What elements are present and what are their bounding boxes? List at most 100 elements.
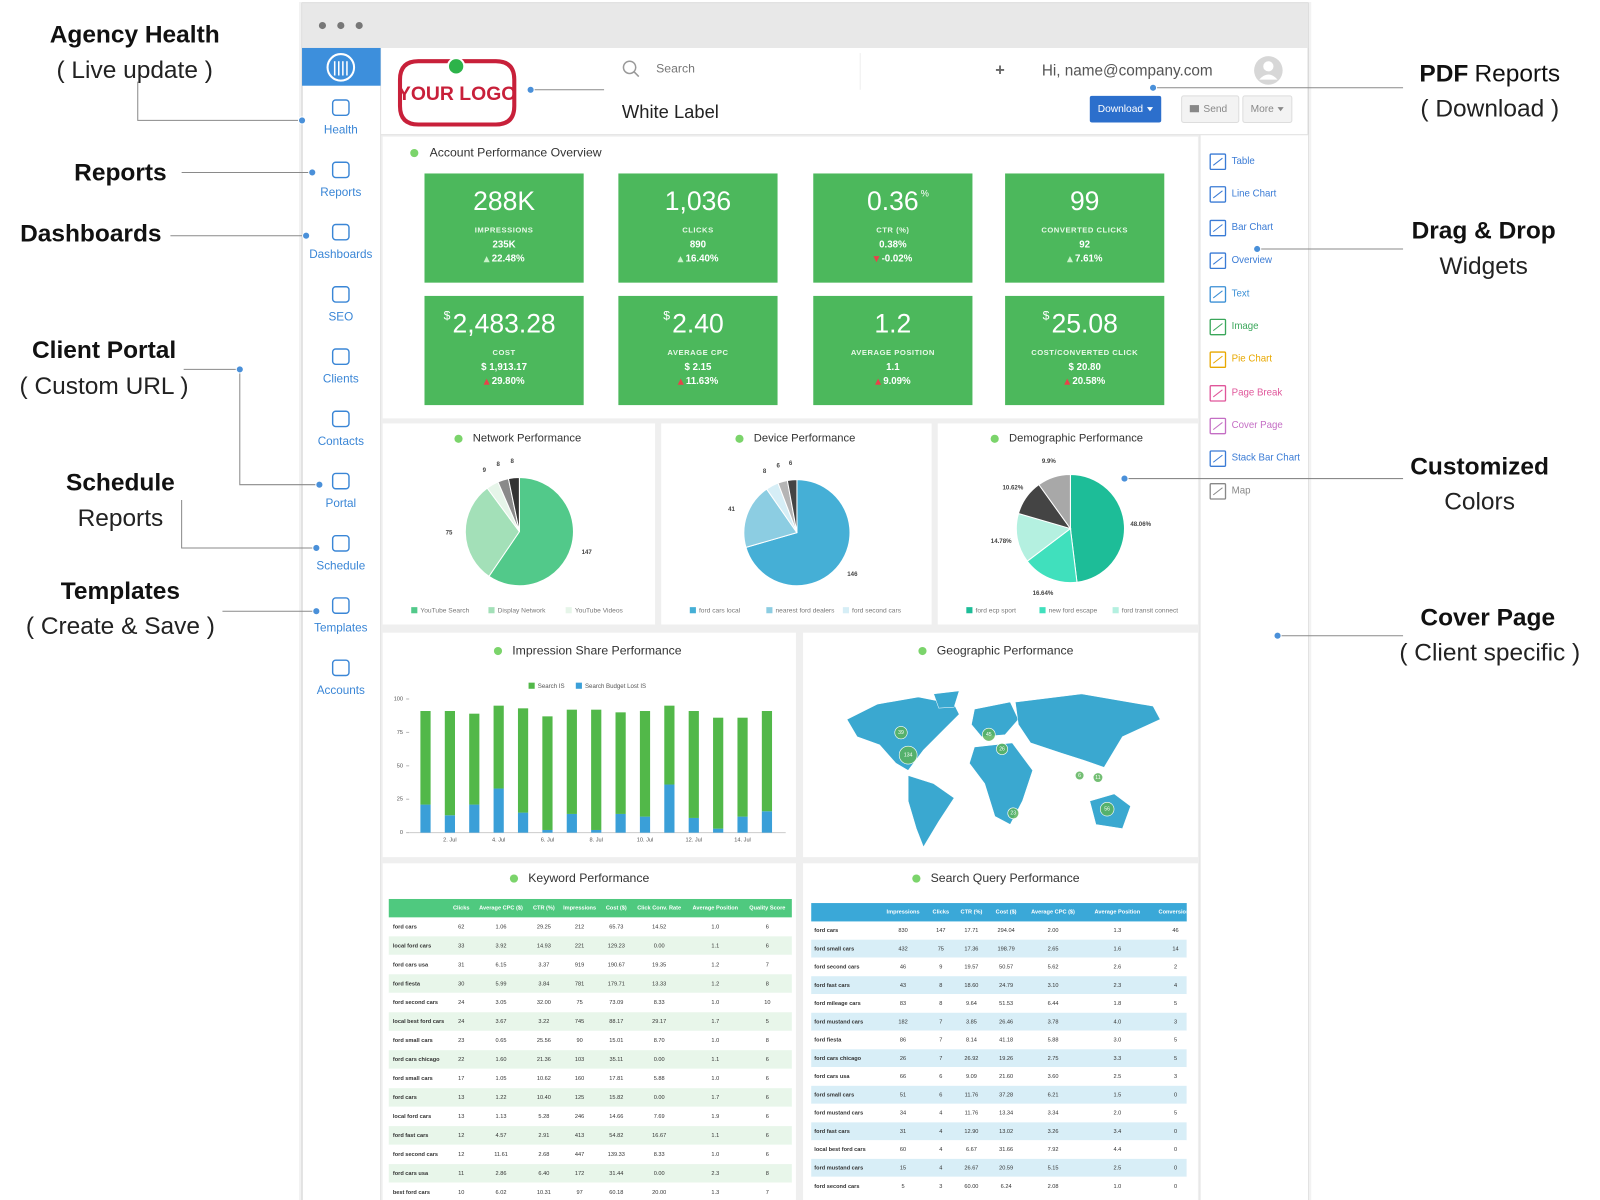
logo-text: YOUR LOGO xyxy=(398,83,516,105)
widget-icon[interactable] xyxy=(1209,385,1227,402)
header-button[interactable]: More xyxy=(1242,95,1293,123)
table-cell: 2.00 xyxy=(1048,928,1059,934)
table-cell: 5.88 xyxy=(1048,1038,1059,1044)
sidebar-item[interactable]: Templates xyxy=(314,597,368,635)
sidebar-item[interactable]: Reports xyxy=(320,161,361,199)
sidebar-label[interactable]: Schedule xyxy=(316,559,365,572)
table-cell: 1.13 xyxy=(496,1114,507,1120)
sidebar-label[interactable]: Accounts xyxy=(317,684,365,697)
table-cell: 33 xyxy=(458,943,464,949)
slice-label: 9 xyxy=(483,467,487,474)
callout-line xyxy=(181,499,317,549)
table-cell: 1.2 xyxy=(711,981,719,987)
sidebar-icon[interactable] xyxy=(331,223,350,241)
table-cell: 1.0 xyxy=(711,924,719,930)
button-bg[interactable] xyxy=(1181,95,1240,123)
callout-line xyxy=(183,368,320,486)
sidebar-icon[interactable] xyxy=(331,472,350,490)
button-bg[interactable] xyxy=(1089,95,1162,123)
button-label[interactable]: More xyxy=(1251,104,1275,115)
sidebar-label[interactable]: Clients xyxy=(323,373,359,386)
sidebar-label[interactable]: Health xyxy=(324,124,358,137)
sidebar-item[interactable]: Contacts xyxy=(318,410,364,448)
widget-icon[interactable] xyxy=(1209,219,1227,237)
widget-icon[interactable] xyxy=(1209,351,1227,369)
widget-item[interactable]: Table xyxy=(1209,153,1255,171)
land xyxy=(969,742,1033,825)
sidebar-label[interactable]: SEO xyxy=(328,310,353,323)
button-label[interactable]: Send xyxy=(1203,104,1227,115)
header-button[interactable]: Send xyxy=(1181,95,1240,123)
sidebar-icon[interactable] xyxy=(331,286,350,303)
sidebar-item[interactable]: Clients xyxy=(323,348,359,386)
widget-label[interactable]: Line Chart xyxy=(1232,188,1277,199)
widget-label[interactable]: Table xyxy=(1232,156,1255,167)
widget-label[interactable]: Bar Chart xyxy=(1232,222,1274,233)
sidebar-icon[interactable] xyxy=(331,597,350,614)
header-button[interactable]: Download xyxy=(1089,95,1162,123)
annotation-title: Drag & Drop xyxy=(1412,218,1556,245)
widget-label[interactable]: Image xyxy=(1232,321,1259,332)
widget-item[interactable]: Bar Chart xyxy=(1209,219,1274,237)
add-button[interactable]: + xyxy=(995,62,1005,80)
sidebar-item[interactable]: Portal xyxy=(326,472,357,510)
widget-icon[interactable] xyxy=(1209,483,1227,500)
sidebar-icon[interactable] xyxy=(331,534,350,552)
sidebar-item[interactable]: Schedule xyxy=(316,534,365,573)
table-cell: ford cars xyxy=(393,1095,417,1101)
widget-label[interactable]: Pie Chart xyxy=(1232,354,1273,365)
widget-label[interactable]: Cover Page xyxy=(1232,420,1283,431)
table-cell: 3 xyxy=(1174,1019,1177,1025)
widget-icon[interactable] xyxy=(1209,153,1227,171)
widget-icon[interactable] xyxy=(1209,417,1227,435)
sidebar-label[interactable]: Reports xyxy=(320,186,361,199)
table-cell: 5 xyxy=(1174,1111,1177,1117)
sidebar-icon[interactable] xyxy=(331,348,350,365)
sidebar-item[interactable]: SEO xyxy=(328,286,353,324)
sidebar-item[interactable]: Accounts xyxy=(317,659,365,697)
table-cell: ford mustand cars xyxy=(814,1165,863,1171)
widget-icon[interactable] xyxy=(1209,318,1227,336)
widget-item[interactable]: Text xyxy=(1209,286,1250,303)
legend-swatch xyxy=(575,682,582,689)
sidebar-icon[interactable] xyxy=(331,410,350,428)
widget-icon[interactable] xyxy=(1209,186,1227,203)
widget-item[interactable]: Image xyxy=(1209,318,1259,336)
widget-item[interactable]: Stack Bar Chart xyxy=(1209,450,1301,467)
sidebar-label[interactable]: Dashboards xyxy=(309,248,372,261)
widget-item[interactable]: Cover Page xyxy=(1209,417,1283,435)
widget-label[interactable]: Map xyxy=(1232,485,1251,496)
sidebar-label[interactable]: Templates xyxy=(314,622,368,635)
sidebar-label[interactable]: Portal xyxy=(326,497,357,510)
widget-label[interactable]: Text xyxy=(1232,288,1250,299)
sidebar-icon[interactable] xyxy=(331,161,350,179)
search-input[interactable]: Search xyxy=(656,62,695,76)
sidebar-item[interactable]: Dashboards xyxy=(309,223,373,261)
table-cell: 11.76 xyxy=(965,1111,979,1117)
widget-label[interactable]: Page Break xyxy=(1232,387,1283,398)
sidebar-item[interactable]: Health xyxy=(324,99,358,137)
table-cell: 3.05 xyxy=(496,1000,507,1006)
map-bubble xyxy=(1092,772,1104,783)
table-cell: 10.40 xyxy=(537,1095,551,1101)
sidebar-label[interactable]: Contacts xyxy=(318,435,364,448)
widget-icon[interactable] xyxy=(1209,286,1227,303)
button-bg[interactable] xyxy=(1242,95,1293,123)
widget-label[interactable]: Overview xyxy=(1232,255,1273,266)
widget-label[interactable]: Stack Bar Chart xyxy=(1232,453,1301,464)
row-stripe xyxy=(388,1012,792,1032)
map-bubble xyxy=(898,745,918,765)
x-tick-label: 8. Jul xyxy=(590,837,603,843)
widget-item[interactable]: Pie Chart xyxy=(1209,351,1273,369)
table-cell: 25.56 xyxy=(537,1038,551,1044)
sidebar-icon[interactable] xyxy=(331,99,350,117)
widget-item[interactable]: Line Chart xyxy=(1209,186,1277,203)
widget-item[interactable]: Page Break xyxy=(1209,385,1283,402)
widget-item[interactable]: Overview xyxy=(1209,252,1273,270)
table-cell: 8.33 xyxy=(654,1000,665,1006)
sidebar-icon[interactable] xyxy=(331,659,350,677)
widget-icon[interactable] xyxy=(1209,252,1227,270)
button-label[interactable]: Download xyxy=(1098,104,1144,115)
widget-item[interactable]: Map xyxy=(1209,483,1251,500)
widget-icon[interactable] xyxy=(1209,450,1227,467)
